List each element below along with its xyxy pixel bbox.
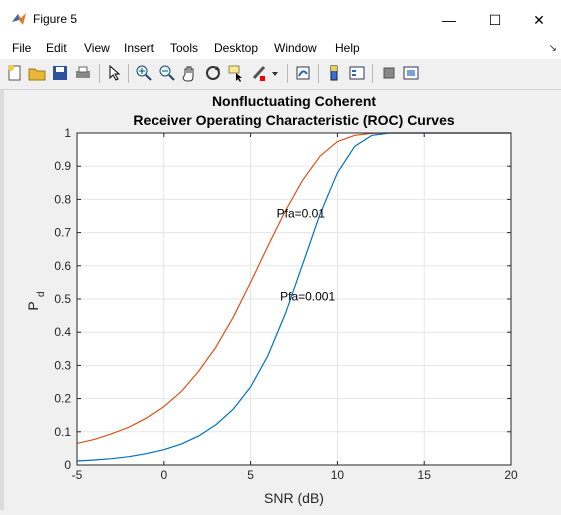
save-icon[interactable] — [51, 64, 69, 82]
pan-icon[interactable] — [181, 64, 199, 82]
y-tick-label: 0.8 — [54, 192, 71, 206]
minimize-button[interactable]: — — [442, 12, 456, 28]
matlab-logo-icon — [12, 12, 26, 26]
annotations: Pfa=0.01 Pfa=0.001 — [277, 207, 336, 304]
brush-dropdown-icon[interactable] — [270, 64, 282, 82]
menu-view[interactable]: View — [84, 41, 110, 55]
menu-bar: File Edit View Insert Tools Desktop Wind… — [0, 38, 561, 59]
link-plot-icon[interactable] — [294, 64, 312, 82]
x-tick-label: 20 — [504, 468, 518, 482]
roc-chart[interactable]: Nonfluctuating Coherent Receiver Operati… — [4, 90, 561, 510]
x-tick-label: 10 — [331, 468, 345, 482]
window-title: Figure 5 — [33, 12, 78, 26]
menu-tools[interactable]: Tools — [170, 41, 199, 55]
menu-file[interactable]: File — [12, 41, 32, 55]
chart-title-line-2: Receiver Operating Characteristic (ROC) … — [133, 112, 455, 128]
menu-desktop[interactable]: Desktop — [214, 41, 259, 55]
y-tick-label: 0.4 — [54, 325, 71, 339]
background-window-edge — [0, 90, 4, 510]
print-icon[interactable] — [74, 64, 92, 82]
y-axis-label-subscript: d — [36, 291, 47, 297]
curve-annotation: Pfa=0.001 — [280, 290, 335, 304]
toolbar-separator — [99, 64, 100, 83]
y-tick-label: 0.1 — [54, 425, 71, 439]
menu-edit[interactable]: Edit — [46, 41, 67, 55]
open-file-icon[interactable] — [28, 64, 46, 82]
figure-toolbar — [0, 59, 561, 90]
menu-help[interactable]: Help — [335, 41, 360, 55]
toolbar-separator — [318, 64, 319, 83]
legend-icon[interactable] — [348, 64, 366, 82]
y-tick-label: 1 — [64, 126, 71, 140]
chart-title-line-1: Nonfluctuating Coherent — [212, 93, 376, 109]
toolbar-separator — [287, 64, 288, 83]
x-tick-label: 15 — [418, 468, 432, 482]
new-figure-icon[interactable] — [6, 64, 24, 82]
x-tick-label: -5 — [72, 468, 83, 482]
zoom-out-icon[interactable] — [158, 64, 176, 82]
close-button[interactable]: ✕ — [533, 12, 545, 28]
y-tick-label: 0.5 — [54, 292, 71, 306]
menu-window[interactable]: Window — [274, 41, 317, 55]
colorbar-icon[interactable] — [325, 64, 343, 82]
toolbar-separator — [372, 64, 373, 83]
zoom-in-icon[interactable] — [135, 64, 153, 82]
x-tick-label: 5 — [247, 468, 254, 482]
curve-annotation: Pfa=0.01 — [277, 207, 326, 221]
hide-plot-tools-icon[interactable] — [380, 64, 398, 82]
menu-insert[interactable]: Insert — [124, 41, 155, 55]
y-tick-label: 0.9 — [54, 159, 71, 173]
maximize-button[interactable]: ☐ — [488, 12, 502, 28]
brush-icon[interactable] — [250, 64, 268, 82]
y-axis-label: P — [25, 301, 41, 310]
x-axis-label: SNR (dB) — [264, 490, 324, 506]
y-axis-label-group: P d — [25, 291, 47, 310]
x-tick-label: 0 — [160, 468, 167, 482]
window-titlebar: Figure 5 — ☐ ✕ — [0, 0, 561, 38]
y-tick-label: 0.7 — [54, 226, 71, 240]
pointer-icon[interactable] — [105, 64, 123, 82]
y-tick-label: 0.3 — [54, 358, 71, 372]
y-tick-label: 0.2 — [54, 392, 71, 406]
menu-overflow-icon[interactable]: ↘ — [548, 43, 557, 54]
figure-canvas: Nonfluctuating Coherent Receiver Operati… — [4, 90, 561, 510]
y-tick-label: 0 — [64, 458, 71, 472]
show-plot-tools-icon[interactable] — [402, 64, 420, 82]
y-tick-label: 0.6 — [54, 259, 71, 273]
rotate-3d-icon[interactable] — [204, 64, 222, 82]
data-cursor-icon[interactable] — [227, 64, 245, 82]
toolbar-separator — [128, 64, 129, 83]
